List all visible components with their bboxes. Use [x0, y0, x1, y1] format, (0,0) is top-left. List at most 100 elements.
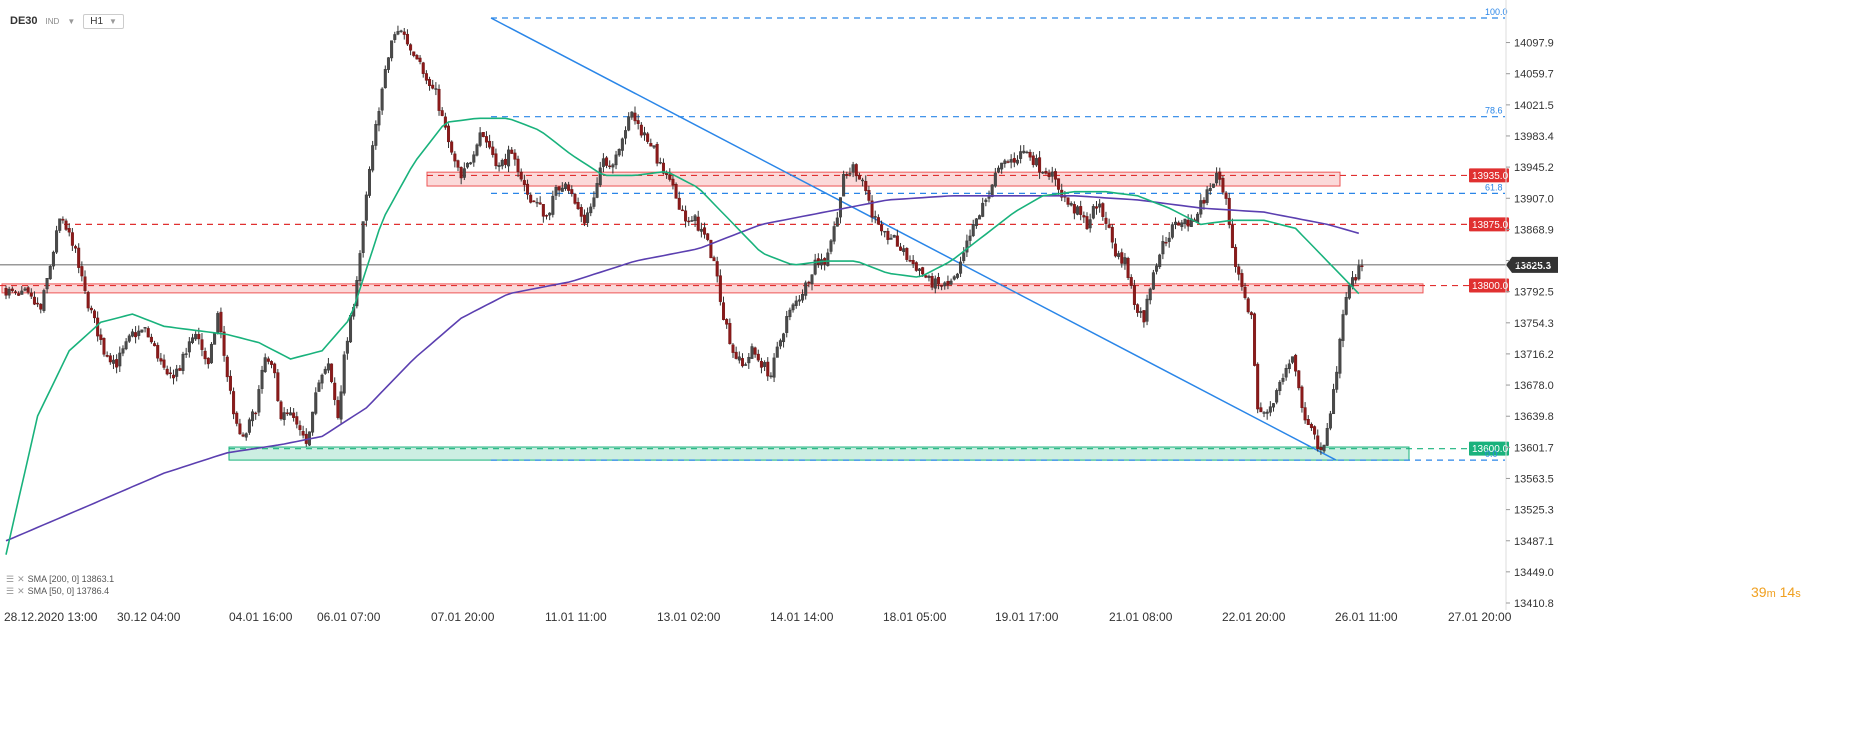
candle-up — [1268, 406, 1272, 413]
candle-up — [993, 172, 997, 187]
candle-down — [538, 202, 542, 205]
candle-up — [23, 288, 27, 291]
support-zone — [228, 446, 1410, 461]
candle-down — [1246, 298, 1250, 313]
candle-up — [111, 359, 115, 364]
candle-down — [582, 214, 586, 224]
candle-up — [750, 346, 754, 359]
candle-up — [952, 276, 956, 280]
candle-up — [1170, 224, 1174, 238]
symbol-label[interactable]: DE30 — [10, 15, 38, 27]
candle-up — [892, 235, 896, 238]
candle-down — [238, 423, 242, 435]
current-price-label: 13825.3 — [1515, 261, 1552, 272]
candle-up — [462, 168, 466, 178]
candle-up — [554, 187, 558, 196]
zone-layer — [1, 171, 1424, 461]
candle-down — [870, 200, 874, 218]
candle-up — [184, 353, 188, 355]
candle-down — [1101, 203, 1105, 217]
close-icon[interactable]: ✕ — [17, 574, 25, 584]
sma50-line — [5, 117, 1360, 555]
candle-up — [548, 212, 552, 216]
candle-up — [1208, 188, 1212, 191]
candle-down — [405, 33, 409, 45]
time-tick-label: 13.01 02:00 — [657, 610, 721, 624]
candle-down — [766, 361, 770, 377]
candle-down — [108, 355, 112, 363]
time-tick-label: 30.12 04:00 — [117, 610, 181, 624]
candle-up — [744, 364, 748, 366]
candle-down — [99, 334, 103, 340]
level-tag — [1469, 278, 1509, 293]
candle-down — [222, 331, 226, 356]
candle-up — [737, 356, 741, 361]
time-tick-label: 18.01 05:00 — [883, 610, 947, 624]
fib-label: 100.0 — [1485, 7, 1508, 17]
candle-down — [867, 190, 871, 201]
candle-down — [722, 302, 726, 320]
candle-up — [794, 300, 798, 306]
candle-up — [393, 34, 397, 40]
candle-up — [1034, 158, 1038, 166]
candle-down — [330, 363, 334, 382]
candle-up — [981, 202, 985, 217]
candle-up — [551, 195, 555, 215]
candle-up — [611, 164, 615, 168]
candle-up — [1284, 368, 1288, 378]
candle-down — [1053, 171, 1057, 180]
candle-down — [1230, 224, 1234, 249]
candle-up — [772, 357, 776, 378]
candle-down — [946, 281, 950, 285]
candle-up — [7, 288, 11, 296]
legend-row-sma200[interactable]: ☰ ✕ SMA [200, 0] 13863.1 — [6, 573, 114, 585]
candle-up — [624, 130, 628, 139]
candle-down — [684, 210, 688, 222]
candle-up — [782, 333, 786, 343]
candle-down — [1360, 265, 1364, 268]
candle-down — [532, 200, 536, 203]
time-tick-label: 26.01 11:00 — [1335, 610, 1398, 624]
candle-up — [642, 132, 646, 136]
candle-up — [58, 218, 62, 231]
candle-up — [592, 197, 596, 207]
candle-down — [450, 141, 454, 153]
chevron-down-icon: ▼ — [109, 16, 117, 26]
candle-down — [89, 307, 93, 311]
candle-down — [1057, 178, 1061, 190]
legend-row-sma50[interactable]: ☰ ✕ SMA [50, 0] 13786.4 — [6, 585, 114, 597]
candle-up — [971, 224, 975, 237]
instrument-type-tag: IND — [45, 16, 60, 26]
candle-down — [270, 361, 274, 365]
candle-down — [168, 372, 172, 375]
candle-up — [848, 173, 852, 175]
candle-up — [614, 154, 618, 166]
candle-down — [421, 62, 425, 74]
candle-down — [1303, 407, 1307, 421]
candle-up — [788, 309, 792, 318]
candle-up — [367, 168, 371, 196]
candle-down — [4, 288, 8, 296]
candle-up — [1196, 213, 1200, 223]
candle-down — [1012, 158, 1016, 163]
symbol-dropdown-icon[interactable]: ▼ — [67, 16, 76, 26]
candle-up — [320, 374, 324, 384]
price-tick-label: 13716.2 — [1514, 349, 1554, 361]
candle-down — [854, 164, 858, 177]
price-tick-label: 13868.9 — [1514, 224, 1554, 236]
candle-down — [437, 88, 441, 111]
close-icon[interactable]: ✕ — [17, 586, 25, 596]
candle-down — [440, 110, 444, 116]
candle-down — [428, 78, 432, 86]
candle-up — [45, 278, 49, 290]
candle-down — [1300, 386, 1304, 408]
candle-down — [153, 343, 157, 347]
candle-down — [1132, 285, 1136, 305]
timeframe-select[interactable]: H1 ▼ — [83, 13, 124, 29]
candle-up — [949, 280, 953, 285]
candle-down — [146, 328, 150, 338]
candle-down — [633, 112, 637, 122]
candle-up — [386, 57, 390, 70]
candle-up — [1123, 257, 1127, 264]
